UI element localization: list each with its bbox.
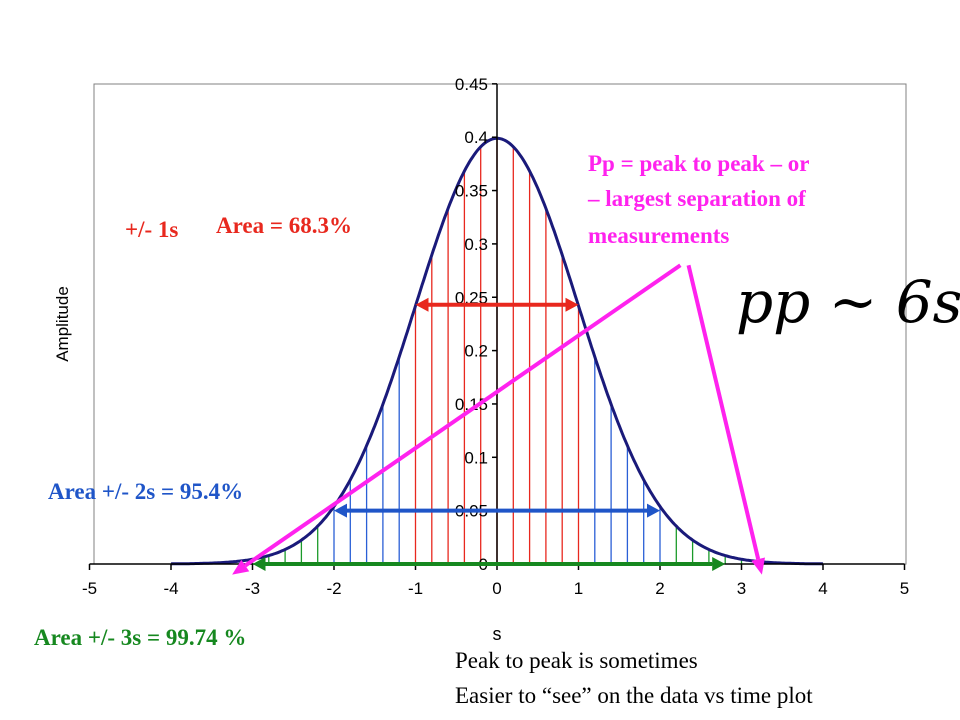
note-line-2: Easier to “see” on the data vs time plot [455,683,813,708]
x-tick-label: -4 [163,579,178,598]
pointer-arrow-shaft [244,263,682,568]
range-arrow-head [415,297,429,312]
x-tick-label: -3 [245,579,260,598]
x-tick-label: 0 [492,579,501,598]
pointer-arrow-head [751,557,765,575]
x-tick-label: 5 [900,579,909,598]
pointer-arrow-shaft [686,264,761,560]
y-tick-label: 0.35 [455,182,488,201]
range-arrow-head [647,503,660,518]
x-tick-label: 4 [818,579,827,598]
area-3s-label: Area +/- 3s = 99.74 % [34,625,247,650]
range-arrow-head [712,557,726,571]
y-tick-label: 0.3 [464,235,488,254]
pointers-layer [232,263,765,575]
x-tick-label: 3 [737,579,746,598]
x-tick-label: 1 [574,579,583,598]
range-arrow-head [252,557,266,571]
y-tick-label: 0.4 [464,128,488,147]
x-tick-label: -2 [326,579,341,598]
range-arrow-head [565,297,579,312]
y-tick-label: 0.45 [455,75,488,94]
y-axis-label: Amplitude [53,286,72,362]
pointer-arrow-head [232,559,250,575]
note-line-1: Peak to peak is sometimes [455,648,698,673]
range-arrow-head [334,503,347,518]
axes-layer: -5-4-3-2-101234500.050.10.150.20.250.30.… [82,75,909,598]
pm-1s-label: +/- 1s [125,217,179,242]
y-tick-label: 0.15 [455,395,488,414]
y-tick-label: 0.2 [464,342,488,361]
pp-definition-line-1: Pp = peak to peak – or [588,151,810,176]
area-2s-label: Area +/- 2s = 95.4% [48,479,244,504]
y-tick-label: 0.1 [464,448,488,467]
arrows-layer [252,297,726,571]
area-1s-label: Area = 68.3% [216,213,352,238]
x-tick-label: 2 [655,579,664,598]
x-tick-label: -5 [82,579,97,598]
x-tick-label: -1 [408,579,423,598]
pp-definition-line-2: – largest separation of [588,186,806,211]
x-axis-label: s [493,624,502,644]
y-tick-label: 0.25 [455,288,488,307]
pp-formula: pp ~ 6s [736,268,960,336]
pp-definition-line-3: measurements [588,223,730,248]
